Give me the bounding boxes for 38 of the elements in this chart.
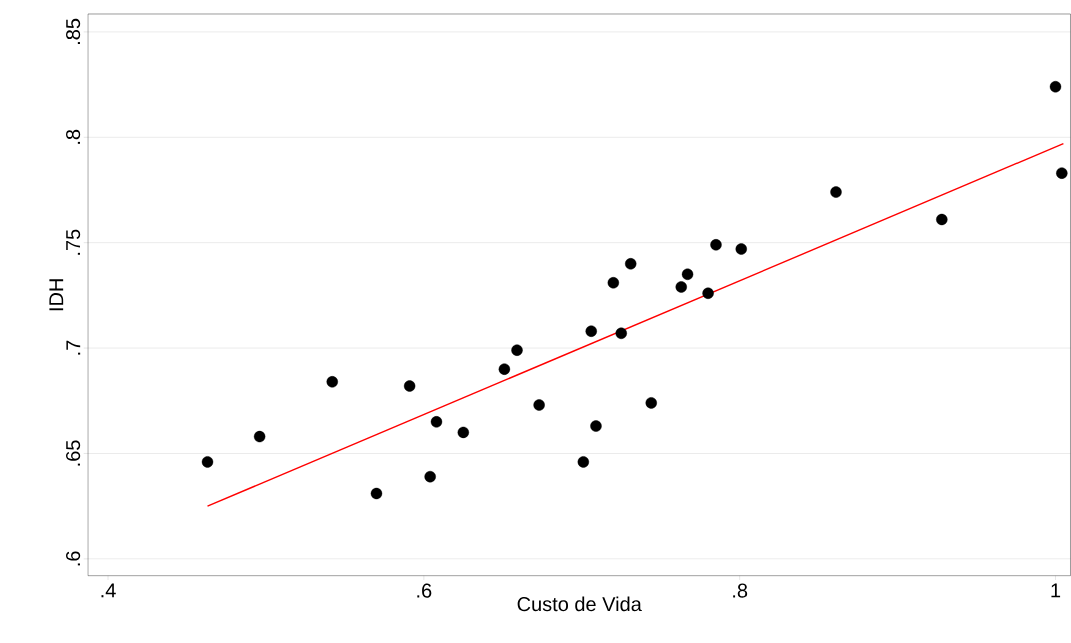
point [201,456,214,468]
point [607,277,620,289]
point [615,327,627,340]
y-axis-title: IDH [49,279,64,311]
y-tick-label: .6 [66,551,81,566]
point [1049,81,1062,93]
point [457,426,470,439]
point [403,380,416,392]
point [830,186,842,198]
point [533,399,545,411]
point [590,420,602,432]
y-tick-label: .7 [66,340,81,355]
point [577,456,590,468]
point [702,287,714,300]
point [735,243,747,255]
y-tick-label: .75 [66,229,81,255]
point [585,325,597,338]
x-tick-label: 1 [1051,583,1061,598]
point [645,397,657,409]
point [625,258,637,270]
point [681,268,694,281]
y-tick-label: .65 [66,440,81,466]
y-tick-label: .8 [66,129,81,144]
point [424,471,436,483]
point [326,376,338,388]
y-tick-label: .85 [66,19,81,45]
point [511,344,523,357]
point [253,431,266,443]
x-axis-title: Custo de Vida [517,596,642,612]
point [498,363,511,376]
x-tick-label: .4 [101,583,116,598]
x-tick-label: .6 [417,583,432,598]
point [675,281,687,293]
point [430,416,443,428]
point [370,487,383,500]
point [710,239,722,251]
x-tick-label: .8 [733,583,748,598]
point [936,213,948,226]
